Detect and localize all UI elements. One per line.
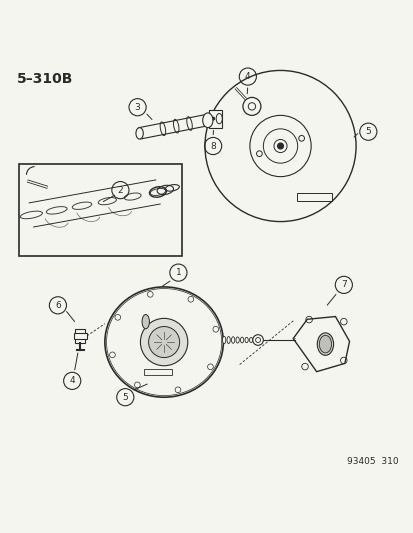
Polygon shape (292, 317, 349, 372)
Text: 5–310B: 5–310B (17, 72, 73, 86)
Circle shape (211, 117, 215, 120)
Ellipse shape (318, 335, 331, 353)
Text: 7: 7 (340, 280, 346, 289)
Bar (209, 110, 222, 127)
Ellipse shape (135, 127, 143, 139)
Text: 93405  310: 93405 310 (347, 457, 398, 466)
Ellipse shape (244, 337, 248, 343)
Text: 4: 4 (69, 376, 75, 385)
Circle shape (277, 143, 282, 149)
Circle shape (140, 318, 188, 366)
Bar (19, 164, 182, 256)
Ellipse shape (240, 337, 243, 343)
Ellipse shape (142, 314, 149, 329)
Ellipse shape (253, 338, 256, 342)
Text: 2: 2 (117, 185, 123, 195)
Circle shape (148, 327, 179, 358)
Ellipse shape (231, 337, 234, 343)
Bar (296, 193, 331, 201)
Text: 5: 5 (122, 393, 128, 402)
Bar (75, 328, 85, 343)
Circle shape (242, 98, 260, 115)
Text: 5: 5 (365, 127, 370, 136)
Ellipse shape (104, 287, 223, 397)
Text: 8: 8 (210, 141, 216, 150)
Ellipse shape (316, 333, 333, 356)
Text: 1: 1 (175, 268, 181, 277)
Ellipse shape (249, 337, 252, 343)
Circle shape (252, 335, 263, 345)
Ellipse shape (222, 336, 225, 344)
Polygon shape (138, 115, 207, 139)
Text: 6: 6 (55, 301, 61, 310)
Ellipse shape (235, 337, 239, 343)
Bar (143, 369, 172, 375)
Text: 3: 3 (134, 103, 140, 112)
Text: 4: 4 (244, 72, 250, 81)
Ellipse shape (202, 113, 212, 127)
Bar (74, 333, 87, 339)
Ellipse shape (226, 336, 230, 343)
